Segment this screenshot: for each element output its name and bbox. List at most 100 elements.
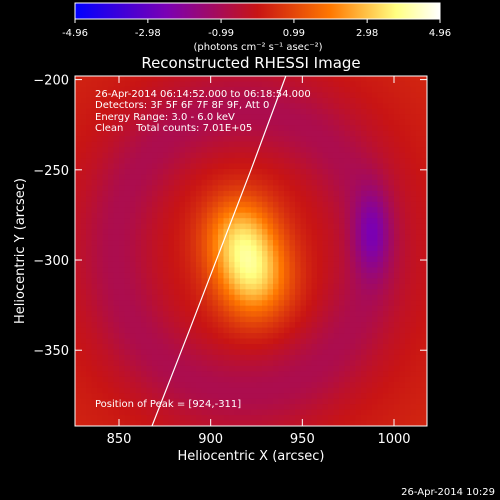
heatmap-cell: [207, 300, 214, 307]
heatmap-cell: [289, 76, 296, 83]
heatmap-cell: [361, 294, 368, 301]
heatmap-cell: [278, 201, 285, 208]
heatmap-cell: [322, 223, 329, 230]
heatmap-cell: [278, 234, 285, 241]
heatmap-cell: [201, 349, 208, 356]
heatmap-cell: [179, 196, 186, 203]
heatmap-cell: [119, 245, 126, 252]
heatmap-cell: [251, 212, 258, 219]
heatmap-cell: [97, 196, 104, 203]
heatmap-cell: [174, 415, 181, 422]
heatmap-cell: [86, 201, 93, 208]
heatmap-cell: [273, 158, 280, 165]
heatmap-cell: [311, 420, 318, 426]
heatmap-cell: [306, 294, 313, 301]
heatmap-cell: [377, 349, 384, 356]
heatmap-cell: [328, 152, 335, 159]
heatmap-cell: [218, 108, 225, 115]
heatmap-cell: [416, 86, 423, 94]
heatmap-cell: [306, 76, 313, 83]
heatmap-cell: [262, 261, 269, 269]
heatmap-cell: [333, 141, 340, 148]
heatmap-cell: [410, 240, 417, 247]
heatmap-cell: [190, 158, 197, 165]
heatmap-cell: [372, 420, 379, 426]
heatmap-cell: [218, 234, 225, 241]
heatmap-cell: [174, 349, 181, 356]
heatmap-cell: [75, 196, 82, 203]
heatmap-cell: [196, 212, 203, 219]
heatmap-cell: [383, 387, 390, 394]
heatmap-cell: [113, 185, 120, 192]
heatmap-cell: [229, 163, 236, 170]
heatmap-cell: [339, 240, 346, 247]
heatmap-cell: [168, 114, 175, 121]
heatmap-cell: [350, 201, 357, 208]
heatmap-cell: [394, 316, 401, 323]
heatmap-cell: [229, 316, 236, 323]
heatmap-cell: [311, 349, 318, 356]
heatmap-cell: [410, 114, 417, 121]
heatmap-cell: [256, 354, 263, 361]
heatmap-cell: [102, 245, 109, 252]
heatmap-cell: [196, 185, 203, 192]
heatmap-cell: [201, 272, 208, 279]
heatmap-cell: [421, 294, 427, 301]
heatmap-cell: [399, 409, 406, 416]
heatmap-cell: [229, 76, 236, 83]
heatmap-cell: [278, 103, 285, 110]
heatmap-cell: [124, 119, 131, 126]
heatmap-cell: [361, 240, 368, 247]
heatmap-cell: [146, 245, 153, 252]
heatmap-cell: [383, 229, 390, 236]
heatmap-cell: [152, 245, 159, 252]
heatmap-cell: [267, 338, 274, 345]
heatmap-cell: [251, 185, 258, 192]
heatmap-cell: [366, 311, 373, 318]
heatmap-cell: [322, 338, 329, 345]
heatmap-cell: [130, 97, 137, 104]
heatmap-cell: [361, 415, 368, 422]
heatmap-cell: [251, 119, 258, 126]
heatmap-cell: [179, 371, 186, 378]
heatmap-cell: [113, 147, 120, 154]
heatmap-cell: [212, 212, 219, 219]
heatmap-cell: [157, 218, 164, 225]
heatmap-cell: [317, 168, 324, 176]
heatmap-cell: [146, 229, 153, 236]
heatmap-cell: [361, 354, 368, 361]
heatmap-cell: [383, 141, 390, 148]
heatmap-cell: [185, 382, 192, 389]
heatmap-cell: [157, 114, 164, 121]
heatmap-cell: [124, 108, 131, 115]
heatmap-cell: [245, 240, 252, 247]
heatmap-cell: [372, 141, 379, 148]
heatmap-cell: [102, 190, 109, 197]
heatmap-cell: [141, 158, 148, 165]
heatmap-cell: [245, 229, 252, 236]
heatmap-cell: [284, 300, 291, 307]
heatmap-cell: [328, 267, 335, 274]
heatmap-cell: [86, 322, 93, 329]
heatmap-cell: [179, 289, 186, 296]
heatmap-cell: [91, 272, 98, 279]
heatmap-cell: [141, 404, 148, 411]
heatmap-cell: [201, 114, 208, 121]
heatmap-cell: [256, 174, 263, 181]
heatmap-cell: [80, 404, 87, 411]
heatmap-cell: [311, 261, 318, 269]
heatmap-cell: [157, 261, 164, 269]
heatmap-cell: [394, 294, 401, 301]
heatmap-cell: [366, 168, 373, 176]
heatmap-cell: [75, 283, 82, 290]
heatmap-cell: [372, 81, 379, 88]
heatmap-cell: [75, 365, 82, 372]
heatmap-cell: [223, 322, 230, 329]
heatmap-cell: [410, 251, 417, 258]
heatmap-cell: [405, 114, 412, 121]
heatmap-cell: [163, 404, 170, 411]
heatmap-cell: [207, 119, 214, 126]
heatmap-cell: [372, 272, 379, 279]
heatmap-cell: [135, 376, 142, 383]
heatmap-cell: [119, 234, 126, 241]
